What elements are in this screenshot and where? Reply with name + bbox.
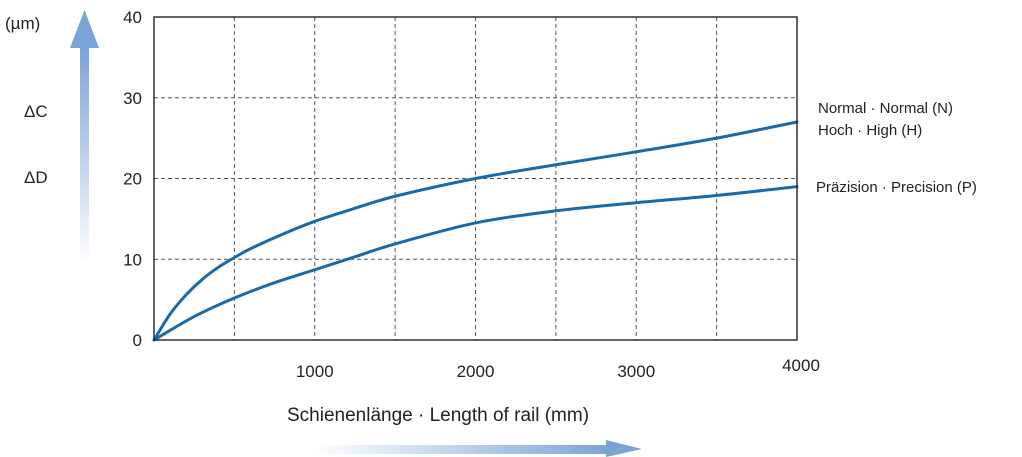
x-tick-label-3000: 3000 [617, 362, 655, 381]
curves [152, 120, 799, 342]
y-tick-label-40: 40 [123, 8, 142, 27]
x-arrow-head [606, 440, 642, 457]
y-tick-label-30: 30 [123, 89, 142, 108]
legend-precision: Präzision · Precision (P) [816, 179, 977, 196]
legend-high: Hoch · High (H) [818, 122, 922, 139]
series-line-precision [152, 185, 799, 342]
y-tick-label-0: 0 [133, 331, 142, 350]
y-tick-label-20: 20 [123, 170, 142, 189]
y-label-delta-d: ΔD [24, 168, 48, 187]
x-arrow-shaft [312, 445, 612, 454]
plot-frame [153, 16, 798, 341]
y-unit-label: (µm) [5, 14, 40, 33]
y-ticks: 0 10 20 30 40 [123, 8, 142, 350]
x-tick-label-2000: 2000 [457, 362, 495, 381]
y-arrow-head [70, 10, 99, 48]
x-axis-label: Schienenlänge · Length of rail (mm) [287, 405, 589, 426]
x-tick-label-1000: 1000 [296, 362, 334, 381]
x-arrow [312, 440, 642, 457]
series-line-normal-high [152, 120, 799, 342]
x-tick-label-4000: 4000 [782, 356, 820, 375]
y-arrow-shaft [80, 46, 89, 264]
y-arrow [70, 10, 99, 264]
y-tick-label-10: 10 [123, 250, 142, 269]
y-label-delta-c: ΔC [24, 102, 48, 121]
x-ticks: 1000 2000 3000 4000 [296, 356, 820, 381]
legend-normal: Normal · Normal (N) [818, 100, 953, 117]
